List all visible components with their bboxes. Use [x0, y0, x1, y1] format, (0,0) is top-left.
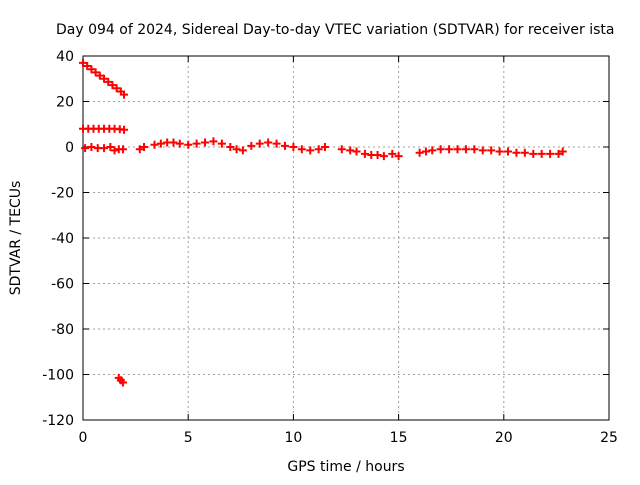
data-point: [209, 137, 218, 146]
data-point: [346, 146, 355, 155]
data-point: [461, 145, 470, 154]
data-point: [558, 147, 567, 156]
data-point: [415, 148, 424, 157]
data-point: [537, 149, 546, 158]
x-tick-label: 25: [600, 430, 618, 446]
data-point: [95, 71, 104, 80]
y-tick-label: -60: [51, 277, 74, 293]
data-point: [388, 149, 397, 158]
data-point: [108, 81, 117, 90]
x-tick-label: 0: [79, 430, 88, 446]
data-point: [83, 62, 92, 71]
data-point: [135, 145, 144, 154]
series-sat-b-flat: [79, 124, 129, 134]
data-point: [529, 149, 538, 158]
data-point: [184, 140, 193, 149]
data-point: [87, 143, 96, 151]
data-point: [314, 145, 323, 154]
data-point: [118, 378, 127, 387]
data-point: [112, 84, 121, 93]
y-tick-label: -80: [51, 322, 74, 338]
data-point: [272, 139, 281, 148]
x-tick-label: 5: [184, 430, 193, 446]
grid: [83, 56, 609, 420]
data-point: [140, 143, 149, 151]
data-point: [175, 139, 184, 148]
x-tick-label: 20: [495, 430, 513, 446]
data-point: [120, 90, 129, 99]
y-tick-label: -20: [51, 186, 74, 202]
data-point: [373, 150, 382, 159]
data-point: [226, 143, 235, 151]
data-point: [428, 146, 437, 155]
data-point: [169, 138, 178, 147]
series-sat-c-outlier: [114, 373, 127, 387]
chart-title: Day 094 of 2024, Sidereal Day-to-day VTE…: [56, 22, 614, 38]
data-point: [255, 139, 264, 148]
y-tick-label: 40: [56, 49, 74, 65]
data-point: [79, 58, 87, 67]
x-axis-label: GPS time / hours: [287, 459, 404, 475]
data-point: [81, 144, 90, 153]
data-point: [87, 65, 96, 74]
data-point: [504, 147, 513, 156]
data-point: [546, 149, 555, 158]
data-point: [337, 145, 346, 154]
data-point: [120, 125, 129, 134]
data-points: [79, 58, 567, 387]
data-point: [360, 149, 369, 158]
data-point: [247, 141, 256, 150]
data-point: [106, 143, 115, 151]
data-point: [100, 74, 109, 83]
data-point: [100, 144, 109, 153]
data-point: [445, 145, 454, 154]
data-point: [520, 148, 529, 157]
y-tick-label: 0: [65, 140, 74, 156]
data-point: [201, 138, 210, 147]
y-tick-label: -100: [42, 368, 74, 384]
data-point: [156, 139, 165, 148]
data-point: [320, 143, 329, 151]
axis-ticks: 40 20 0 -20 -40 -60 -80 -100 -120 0 5 10 15 20 25: [42, 49, 618, 446]
data-point: [487, 146, 496, 155]
data-point: [436, 145, 445, 154]
data-point: [91, 68, 100, 77]
data-point: [192, 139, 201, 148]
data-point: [232, 145, 241, 154]
data-point: [470, 145, 479, 154]
data-point: [421, 147, 430, 156]
data-point: [217, 139, 226, 148]
data-point: [264, 138, 273, 147]
data-point: [306, 146, 315, 155]
data-point: [150, 140, 159, 149]
data-point: [495, 147, 504, 156]
y-axis-label: SDTVAR / TECUs: [8, 181, 24, 296]
plot-frame: [82, 55, 610, 421]
y-tick-label: -120: [42, 413, 74, 429]
data-point: [352, 147, 361, 156]
data-point: [289, 143, 298, 151]
series-sat-a-decreasing: [79, 58, 129, 99]
x-tick-label: 10: [284, 430, 302, 446]
data-point: [238, 146, 247, 155]
series-near-zero-track: [81, 137, 567, 161]
data-point: [394, 152, 403, 161]
data-point: [110, 146, 119, 155]
data-point: [478, 146, 487, 155]
y-tick-label: -40: [51, 231, 74, 247]
y-tick-label: 20: [56, 95, 74, 111]
data-point: [297, 145, 306, 154]
data-point: [512, 148, 521, 157]
x-tick-label: 15: [390, 430, 408, 446]
data-point: [453, 145, 462, 154]
data-point: [554, 149, 563, 158]
data-point: [104, 77, 113, 86]
data-point: [280, 141, 289, 150]
data-point: [379, 152, 388, 161]
data-point: [118, 145, 127, 154]
